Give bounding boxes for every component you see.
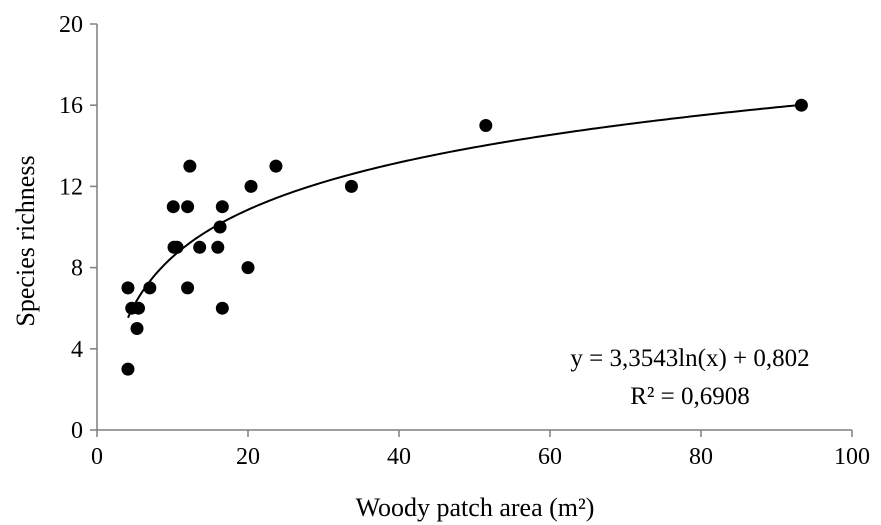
data-point: [181, 281, 195, 295]
r-squared-label: R² = 0,6908: [630, 383, 750, 410]
data-point: [166, 200, 180, 214]
data-point: [211, 240, 225, 254]
data-point: [143, 281, 157, 295]
data-point: [215, 200, 229, 214]
x-tick-label: 60: [538, 444, 562, 470]
y-tick-label: 4: [71, 337, 83, 363]
x-tick-label: 100: [834, 444, 870, 470]
data-point: [170, 240, 184, 254]
data-point: [244, 179, 258, 193]
y-ticks: 0 4 8 12 16 20: [59, 12, 97, 444]
data-point: [479, 119, 493, 132]
data-point: [193, 240, 207, 254]
x-tick-label: 40: [387, 444, 411, 470]
x-tick-label: 80: [689, 444, 713, 470]
y-axis-title: Species richness: [11, 155, 40, 326]
x-axis-title: Woody patch area (m²): [356, 493, 595, 522]
data-point: [183, 159, 197, 173]
data-point: [794, 98, 808, 112]
x-ticks: 0 20 40 60 80 100: [91, 430, 870, 470]
data-point: [344, 179, 358, 193]
data-point: [181, 200, 195, 214]
data-point: [132, 301, 146, 315]
data-point: [241, 261, 255, 275]
y-tick-label: 12: [59, 174, 83, 200]
data-point: [121, 362, 135, 376]
trendline-equation: y = 3,3543ln(x) + 0,802: [570, 345, 809, 372]
y-tick-label: 8: [71, 256, 83, 282]
axes: 0 20 40 60 80 100 0 4 8 12 16 20: [59, 12, 870, 470]
data-point: [269, 159, 283, 173]
y-tick-label: 16: [59, 93, 83, 119]
trendline: [127, 103, 802, 319]
x-tick-label: 0: [91, 444, 103, 470]
data-point: [213, 220, 227, 234]
data-points: [121, 98, 808, 376]
data-point: [121, 281, 135, 295]
data-point: [130, 322, 144, 335]
x-tick-label: 20: [236, 444, 260, 470]
y-tick-label: 20: [59, 12, 83, 38]
y-tick-label: 0: [71, 418, 83, 444]
data-point: [215, 301, 229, 315]
